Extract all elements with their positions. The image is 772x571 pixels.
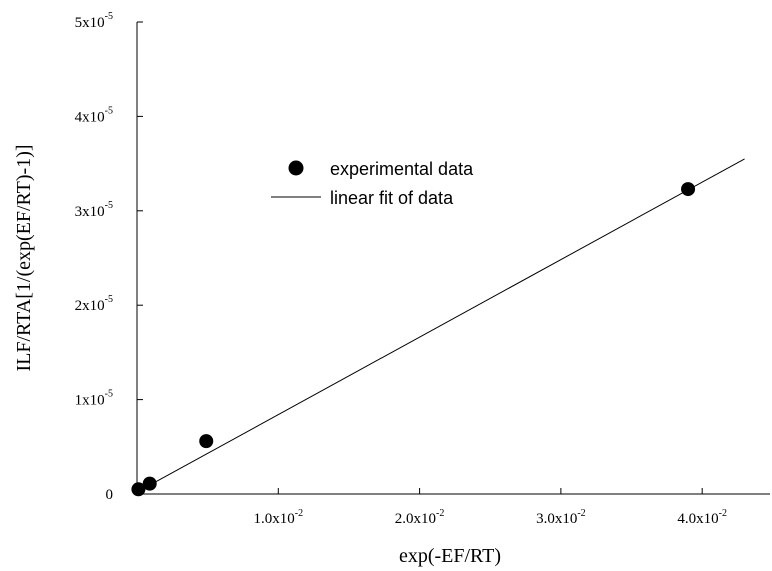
y-tick-label: 0 <box>106 487 114 503</box>
legend-label-linear-fit: linear fit of data <box>330 188 454 208</box>
data-point <box>131 482 146 497</box>
y-tick-label: 3x10-5 <box>75 200 113 220</box>
x-tick-label: 3.0x10-2 <box>536 508 586 527</box>
axes <box>136 22 770 495</box>
y-axis-ticks: 0 1x10-5 2x10-5 3x10-5 4x10-5 5x10-5 <box>75 11 143 503</box>
data-point <box>142 476 157 491</box>
legend-label-experimental-data: experimental data <box>330 159 474 179</box>
x-tick-label: 1.0x10-2 <box>253 508 303 527</box>
y-tick-label: 2x10-5 <box>75 294 113 314</box>
legend: experimental data linear fit of data <box>271 159 474 208</box>
fit-line <box>136 158 745 493</box>
data-point <box>199 434 214 449</box>
y-axis-title: ILF/RTA[1/(exp(EF/RT)-1)] <box>13 144 35 371</box>
y-tick-label: 5x10-5 <box>75 11 113 31</box>
legend-marker-experimental-data <box>288 160 304 176</box>
x-tick-label: 4.0x10-2 <box>677 508 727 527</box>
x-axis-ticks: 1.0x10-2 2.0x10-2 3.0x10-2 4.0x10-2 <box>253 488 727 527</box>
data-point <box>681 182 696 197</box>
x-axis-title: exp(-EF/RT) <box>399 545 501 567</box>
y-tick-label: 4x10-5 <box>75 105 113 125</box>
y-tick-label: 1x10-5 <box>75 389 113 409</box>
x-tick-label: 2.0x10-2 <box>395 508 445 527</box>
plot-area <box>131 158 745 497</box>
